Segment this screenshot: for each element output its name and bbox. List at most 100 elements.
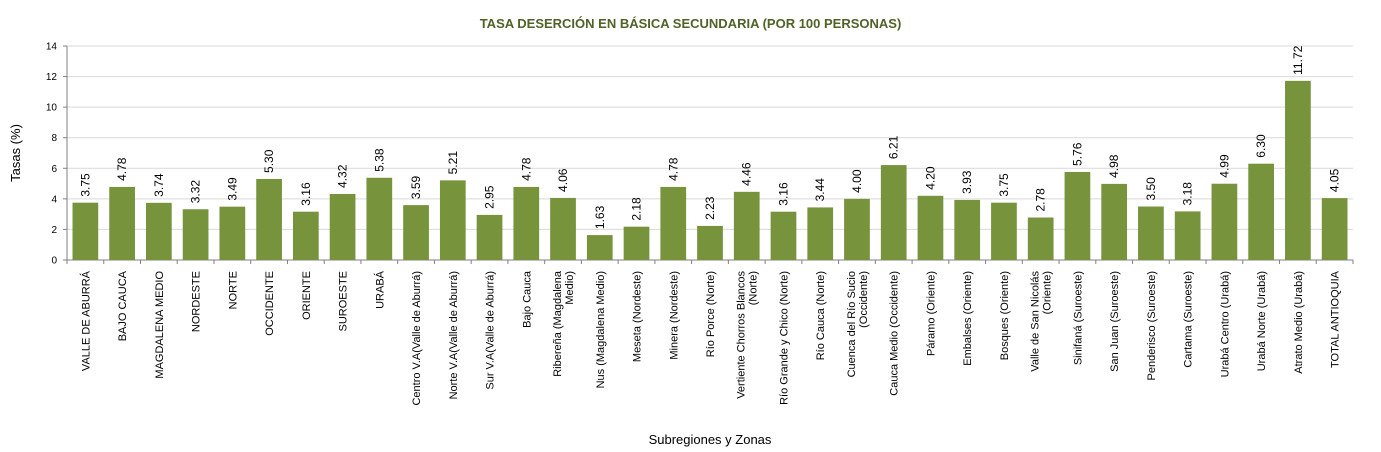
x-tick-label: SUROESTE — [338, 271, 350, 332]
bar — [1027, 217, 1054, 260]
data-label: 4.06 — [556, 168, 570, 192]
x-tick-label: Sur V.A(Valle de Aburrá) — [485, 271, 497, 390]
bar — [366, 177, 393, 260]
data-label: 4.32 — [336, 164, 350, 188]
data-label: 6.21 — [887, 135, 901, 159]
x-tick-label: Meseta (Nordeste) — [632, 271, 644, 362]
data-label: 3.93 — [960, 170, 974, 194]
bar — [1285, 80, 1311, 260]
x-tick-label: Medio) — [564, 271, 576, 305]
bar — [1064, 171, 1091, 260]
x-tick-label: ORIENTE — [301, 271, 313, 320]
y-tick-label: 4 — [51, 194, 57, 205]
x-tick-label: Embalses (Oriente) — [962, 271, 974, 366]
data-label: 5.21 — [446, 151, 460, 175]
bar — [733, 191, 760, 260]
data-label: 3.59 — [409, 175, 423, 199]
bar — [439, 180, 466, 260]
x-tick-label: San Juan (Suroeste) — [1109, 271, 1121, 372]
x-tick-label: BAJO CAUCA — [117, 270, 129, 341]
x-tick-label: Sinifaná (Suroeste) — [1072, 271, 1084, 365]
x-tick-label: Vertiente Chorros Blancos — [736, 271, 748, 399]
y-tick-label: 10 — [46, 103, 58, 114]
data-label: 4.78 — [115, 157, 129, 181]
x-tick-label: Páramo (Oriente) — [925, 271, 937, 356]
x-tick-label: TOTAL ANTIOQUIA — [1330, 270, 1342, 368]
bar — [844, 198, 870, 260]
data-label: 3.75 — [997, 173, 1011, 197]
x-tick-label: Río Porce (Norte) — [705, 271, 717, 357]
x-tick-label: Nus (Magdalena Medio) — [595, 271, 607, 388]
bar — [660, 186, 687, 260]
bar — [292, 211, 319, 260]
bar — [256, 178, 282, 260]
data-label: 3.32 — [189, 180, 203, 204]
x-tick-label: Valle de San Nicolás — [1030, 271, 1042, 372]
x-tick-label: Penderisco (Suroeste) — [1146, 271, 1158, 380]
y-axis-title: Tasas (%) — [8, 124, 23, 182]
bar — [329, 193, 356, 260]
y-tick-label: 14 — [46, 42, 58, 53]
bar — [550, 197, 576, 260]
bar — [1248, 163, 1275, 260]
x-tick-label: Ribereña (Magdalena — [552, 270, 564, 377]
data-label: 3.74 — [152, 173, 166, 197]
x-tick-label: URABÁ — [373, 270, 386, 309]
data-label: 1.63 — [593, 205, 607, 229]
x-tick-label: Cuenca del Río Sucio — [846, 271, 858, 377]
data-label: 4.20 — [923, 166, 937, 190]
x-tick-label: NORDESTE — [191, 271, 203, 332]
bar — [513, 186, 540, 260]
bar — [917, 195, 944, 260]
x-tick-label: Cauca Medio (Occidente) — [889, 271, 901, 396]
y-tick-label: 6 — [51, 164, 57, 175]
x-axis-title: Subregiones y Zonas — [649, 432, 772, 447]
bar — [1101, 183, 1128, 260]
data-label: 4.78 — [666, 157, 680, 181]
data-label: 5.76 — [1070, 142, 1084, 166]
y-tick-label: 12 — [46, 72, 58, 83]
x-tick-label: Urabá Norte (Urabá) — [1256, 271, 1268, 371]
bar — [109, 186, 135, 260]
data-label: 2.23 — [703, 196, 717, 220]
data-label: 4.99 — [1217, 154, 1231, 178]
bar — [954, 199, 981, 260]
x-tick-label: (Norte) — [748, 271, 760, 305]
x-tick-label: Urabá Centro (Urabá) — [1219, 271, 1231, 377]
bar — [770, 211, 797, 260]
data-label: 2.95 — [483, 185, 497, 209]
bar — [72, 202, 99, 260]
bar — [1211, 183, 1238, 260]
data-label: 3.75 — [78, 173, 92, 197]
x-tick-label: MAGDALENA MEDIO — [154, 271, 166, 379]
chart-title: TASA DESERCIÓN EN BÁSICA SECUNDARIA (POR… — [479, 16, 902, 31]
data-label: 11.72 — [1291, 45, 1305, 74]
bar — [476, 214, 503, 260]
x-tick-label: Atrato Medio (Urabá) — [1293, 271, 1305, 374]
x-tick-label: OCCIDENTE — [264, 271, 276, 336]
x-tick-label: Minera (Nordeste) — [668, 271, 680, 360]
x-tick-label: Cartama (Suroeste) — [1183, 271, 1195, 368]
data-label: 2.18 — [630, 197, 644, 221]
x-tick-label: Centro V.A(Valle de Aburrá) — [411, 271, 423, 406]
bar — [807, 207, 834, 260]
data-label: 6.30 — [1254, 134, 1268, 158]
data-label: 3.16 — [776, 182, 790, 206]
data-label: 5.38 — [372, 148, 386, 172]
bar — [623, 226, 650, 260]
y-tick-label: 0 — [51, 256, 57, 267]
bar — [145, 202, 172, 260]
data-label: 4.00 — [850, 169, 864, 193]
data-label: 2.78 — [1034, 188, 1048, 212]
data-label: 3.50 — [1144, 177, 1158, 201]
x-tick-label: Río Grande y Chico (Norte) — [778, 271, 790, 405]
data-label: 5.30 — [262, 149, 276, 173]
x-tick-label: VALLE DE ABURRÁ — [79, 270, 92, 371]
bar — [586, 235, 613, 260]
x-tick-label: (Oriente) — [1042, 271, 1054, 314]
bar — [1174, 211, 1201, 260]
bar — [697, 225, 723, 260]
bar — [1321, 198, 1348, 260]
